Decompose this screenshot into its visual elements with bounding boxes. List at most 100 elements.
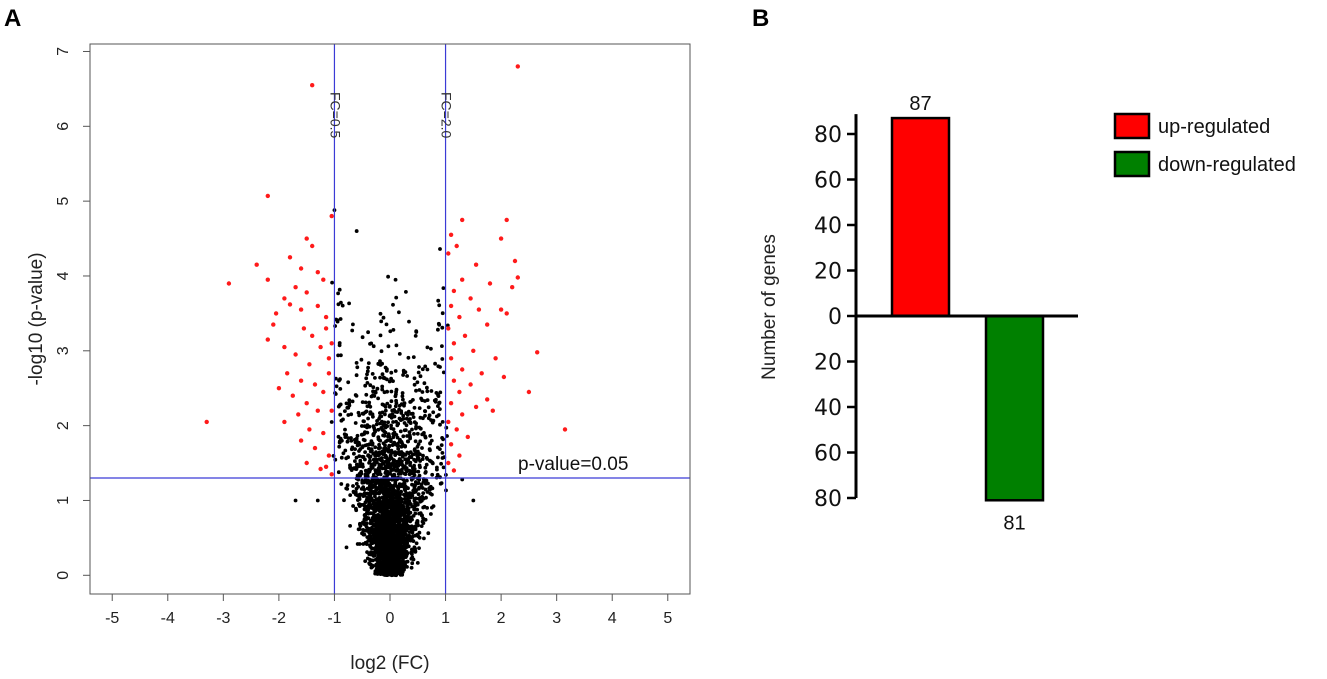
point-significant [515,275,520,280]
point-nonsignificant [394,505,399,510]
point-significant [457,389,462,395]
point-significant [318,466,323,472]
point-nonsignificant [376,435,381,439]
point-nonsignificant [410,555,415,560]
point-significant [298,378,304,383]
point-nonsignificant [365,369,370,374]
legend-swatch-up-regulated [1113,112,1151,140]
point-nonsignificant [351,322,355,327]
point-nonsignificant [416,449,420,454]
point-significant [293,285,298,290]
point-nonsignificant [349,412,354,417]
point-nonsignificant [343,409,347,413]
point-nonsignificant [395,435,400,440]
point-nonsignificant [349,447,354,452]
point-nonsignificant [381,512,386,517]
point-significant [226,281,232,286]
point-nonsignificant [356,410,361,415]
point-nonsignificant [389,389,394,394]
point-nonsignificant [379,426,384,430]
point-significant [457,453,462,458]
point-nonsignificant [413,550,418,554]
point-nonsignificant [392,467,396,472]
point-nonsignificant [411,415,416,419]
point-nonsignificant [422,504,427,509]
point-nonsignificant [384,525,389,530]
point-nonsignificant [377,536,382,541]
point-nonsignificant [348,493,353,497]
point-nonsignificant [385,438,390,443]
point-significant [454,243,459,249]
point-significant [296,412,301,417]
point-significant [487,281,493,286]
point-nonsignificant [404,553,409,558]
point-nonsignificant [425,367,430,372]
point-significant [298,307,304,312]
point-nonsignificant [345,483,350,488]
point-nonsignificant [420,457,425,461]
point-nonsignificant [371,472,376,477]
point-nonsignificant [388,566,392,571]
point-nonsignificant [393,404,398,409]
point-nonsignificant [372,550,377,554]
point-significant [204,419,209,425]
point-nonsignificant [338,377,342,382]
point-significant [323,464,329,469]
point-nonsignificant [407,430,412,435]
y-tick-label: 1 [55,496,72,505]
point-nonsignificant [384,512,389,517]
point-nonsignificant [353,447,357,451]
point-nonsignificant [360,335,365,340]
bar-axes [854,114,1078,498]
point-nonsignificant [380,372,385,377]
point-nonsignificant [336,291,340,296]
point-nonsignificant [383,455,388,460]
point-significant [285,371,290,376]
point-significant [323,314,329,320]
point-nonsignificant [355,440,360,444]
point-nonsignificant [427,486,432,490]
point-significant [485,397,490,402]
point-nonsignificant [430,461,435,466]
point-nonsignificant [354,373,359,378]
point-nonsignificant [420,390,425,394]
point-nonsignificant [346,455,350,460]
point-nonsignificant [395,492,400,497]
point-nonsignificant [363,450,367,454]
point-nonsignificant [410,411,415,416]
point-significant [315,270,320,275]
point-nonsignificant [436,394,441,398]
point-nonsignificant [408,538,413,543]
point-nonsignificant [416,370,421,375]
bar-up-regulated [890,116,951,318]
point-nonsignificant [440,357,445,361]
point-nonsignificant [389,553,394,558]
pvalue-threshold-label: p-value=0.05 [518,454,628,475]
point-nonsignificant [425,389,430,394]
point-nonsignificant [426,405,431,410]
point-nonsignificant [383,499,388,504]
point-nonsignificant [401,534,405,538]
point-nonsignificant [364,376,369,381]
point-nonsignificant [378,438,383,443]
point-nonsignificant [418,459,422,463]
bar-y-tick-label: 40 [814,396,842,421]
point-nonsignificant [426,481,430,486]
point-nonsignificant [398,553,403,558]
point-nonsignificant [361,532,366,537]
point-significant [290,393,295,398]
point-nonsignificant [361,464,365,469]
point-nonsignificant [379,319,384,324]
point-nonsignificant [359,469,363,474]
point-nonsignificant [371,393,375,398]
point-nonsignificant [380,419,384,424]
point-nonsignificant [411,398,415,402]
point-nonsignificant [358,521,362,526]
point-nonsignificant [368,562,373,567]
point-nonsignificant [418,426,423,431]
bar-value-label: 87 [909,93,931,115]
point-nonsignificant [412,432,416,436]
point-nonsignificant [379,490,384,494]
point-nonsignificant [423,465,428,470]
point-nonsignificant [379,478,384,482]
